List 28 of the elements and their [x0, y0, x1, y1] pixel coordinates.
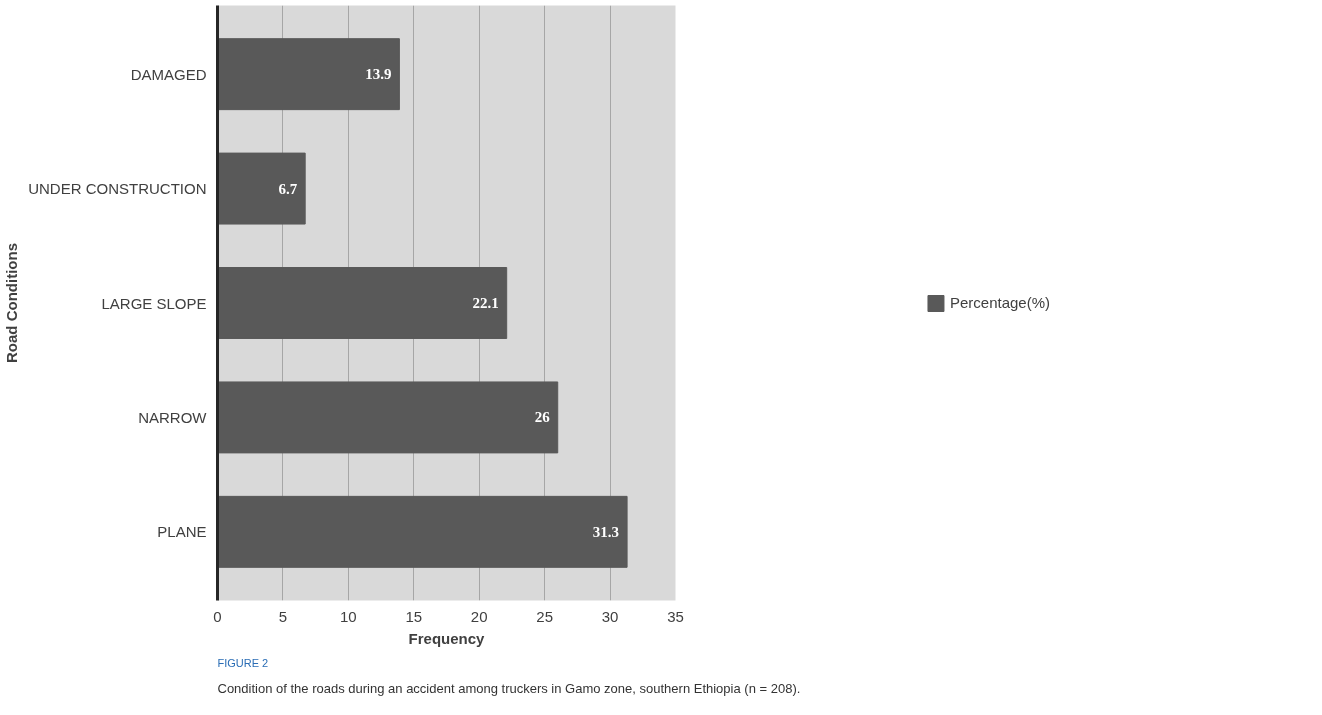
caption: FIGURE 2 [217, 656, 269, 669]
text: Condition of the roads during an accident among truckers in Gamo zone, southern Ethiopia (n = 208). [217, 680, 801, 696]
x-tick-label: 25 [536, 607, 553, 625]
data-label: 13.9 [365, 66, 392, 83]
y-axis-title: Road Conditions [3, 242, 21, 363]
y-tick-label: DAMAGED [130, 65, 207, 83]
y-tick-label: LARGE SLOPE [101, 294, 207, 312]
bar [217, 152, 306, 225]
y-tick-label: UNDER CONSTRUCTION [28, 180, 207, 198]
bar [217, 267, 508, 339]
data-label: 26 [534, 409, 551, 426]
x-tick-label: 10 [340, 607, 357, 625]
data-label: 22.1 [472, 295, 499, 311]
legend-label: Percentage(%) [949, 294, 1051, 311]
bar [217, 495, 628, 568]
x-tick-label: 30 [601, 607, 619, 625]
data-label: 31.3 [592, 523, 620, 540]
x-tick-label: 5 [278, 607, 288, 625]
x-tick-label: 15 [405, 607, 423, 625]
x-tick-label: 0 [213, 607, 222, 625]
y-tick-label: NARROW [138, 408, 208, 426]
x-tick-label: 35 [667, 607, 684, 625]
y-tick-label: PLANE [157, 523, 207, 541]
x-tick-label: 20 [470, 607, 488, 625]
data-label: 6.7 [278, 180, 298, 197]
x-axis-title: Frequency [408, 629, 486, 647]
bar [217, 381, 559, 454]
bar [217, 38, 400, 111]
